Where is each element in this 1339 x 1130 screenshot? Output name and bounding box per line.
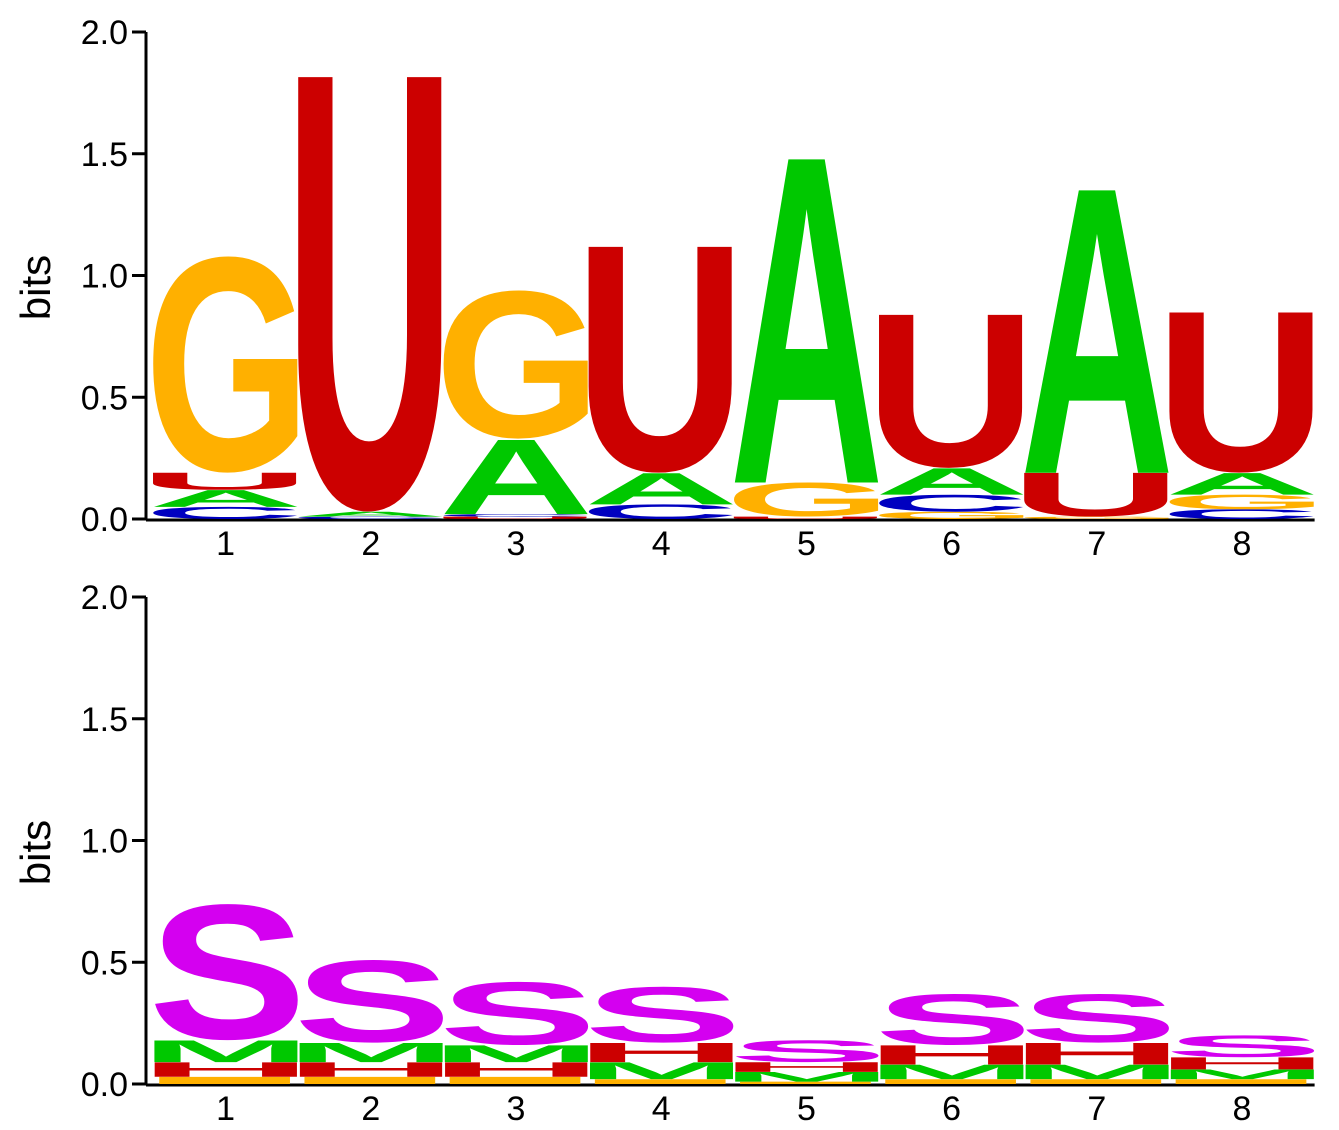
x-tick-label: 2 <box>361 1090 380 1128</box>
logo-letter-I: I <box>970 1078 1222 1086</box>
y-tick-label: 1.5 <box>81 136 128 174</box>
x-tick-label: 7 <box>1087 1090 1106 1128</box>
logo-letter-M: M <box>141 1034 311 1069</box>
logo-letter-C: C <box>435 513 594 517</box>
logo-letter-S: S <box>729 1034 888 1069</box>
logo-letter-G: G <box>725 473 891 527</box>
logo-letter-M: M <box>867 1060 1037 1083</box>
logo-letter-S: S <box>584 970 743 1059</box>
logo-letter-C: C <box>580 500 739 523</box>
logo-letter-I: I <box>389 1075 641 1087</box>
logo-letter-H: H <box>1010 1036 1185 1071</box>
logo-letter-A: A <box>875 460 1029 503</box>
logo-letter-A: A <box>294 510 448 518</box>
x-tick-label: 7 <box>1087 525 1106 563</box>
y-axis-title: bits <box>12 255 59 320</box>
logo-letter-H: H <box>138 1058 313 1081</box>
logo-letter-U: U <box>865 268 1037 512</box>
logo-letter-H: H <box>719 1059 894 1075</box>
logo-letter-M: M <box>576 1057 746 1084</box>
logo-letter-S: S <box>1019 980 1178 1057</box>
logo-letter-C: C <box>870 490 1029 517</box>
logo-letter-S: S <box>1165 1029 1324 1064</box>
logo-letter-H: H <box>429 1058 604 1081</box>
logo-letter-M: M <box>1157 1067 1327 1083</box>
logo-letter-M: M <box>1012 1060 1182 1083</box>
logo-letter-U: U <box>139 468 311 495</box>
logo-letter-U: U <box>720 516 892 520</box>
x-tick-label: 6 <box>942 1090 961 1128</box>
logo-letter-H: H <box>1155 1054 1330 1073</box>
y-tick-label: 0.0 <box>81 1066 128 1104</box>
logo-letter-A: A <box>584 463 738 514</box>
x-tick-label: 8 <box>1233 525 1252 563</box>
logo-letter-A: A <box>149 485 303 512</box>
x-tick-label: 3 <box>507 525 526 563</box>
y-axis-title: bits <box>12 820 59 885</box>
logo-letter-U: U <box>284 0 456 638</box>
y-tick-label: 0.5 <box>81 379 128 417</box>
x-tick-label: 1 <box>216 1090 235 1128</box>
logo-letter-I: I <box>825 1078 1077 1086</box>
logo-letter-A: A <box>439 417 593 537</box>
logo-letter-A: A <box>730 59 884 583</box>
logo-letter-C: C <box>1161 507 1320 522</box>
logo-letter-U: U <box>574 178 746 539</box>
logo-letter-A: A <box>1165 467 1319 502</box>
logo-letter-A: A <box>1020 103 1174 561</box>
logo-letter-I: I <box>679 1081 931 1085</box>
logo-letter-G: G <box>1016 516 1182 520</box>
logo-letter-G: G <box>870 510 1036 522</box>
logo-letter-I: I <box>1115 1078 1339 1086</box>
x-tick-label: 4 <box>652 525 671 563</box>
logo-letter-U: U <box>429 516 601 520</box>
y-tick-label: 2.0 <box>81 14 128 52</box>
y-tick-label: 0.0 <box>81 501 128 539</box>
y-tick-label: 1.5 <box>81 701 128 739</box>
logo-letter-H: H <box>864 1039 1039 1070</box>
x-tick-label: 8 <box>1233 1090 1252 1128</box>
x-tick-label: 3 <box>507 1090 526 1128</box>
y-tick-label: 0.5 <box>81 944 128 982</box>
logo-letter-S: S <box>293 936 452 1067</box>
x-tick-label: 5 <box>797 1090 816 1128</box>
logo-letter-G: G <box>144 194 310 535</box>
logo-letter-H: H <box>284 1058 459 1081</box>
logo-letter-S: S <box>874 980 1033 1060</box>
logo-letter-C: C <box>144 503 303 522</box>
logo-letter-G: G <box>1161 491 1327 514</box>
logo-letter-I: I <box>99 1075 351 1087</box>
logo-letter-M: M <box>722 1069 892 1085</box>
x-tick-label: 1 <box>216 525 235 563</box>
logo-letter-H: H <box>574 1037 749 1068</box>
y-tick-label: 2.0 <box>81 579 128 617</box>
logo-letter-U: U <box>1155 262 1327 519</box>
logo-letter-C: C <box>289 516 448 520</box>
x-tick-label: 6 <box>942 525 961 563</box>
logo-letter-S: S <box>439 964 598 1064</box>
logo-letter-M: M <box>286 1037 456 1068</box>
logo-letter-G: G <box>435 248 601 482</box>
logo-letter-U: U <box>1010 459 1182 529</box>
logo-letter-I: I <box>534 1078 786 1086</box>
logo-letter-M: M <box>431 1040 601 1067</box>
x-tick-label: 4 <box>652 1090 671 1128</box>
x-tick-label: 5 <box>797 525 816 563</box>
y-tick-label: 1.0 <box>81 258 128 296</box>
y-tick-label: 1.0 <box>81 823 128 861</box>
logo-letter-S: S <box>148 864 307 1079</box>
logo-letter-I: I <box>244 1075 496 1087</box>
x-tick-label: 2 <box>361 525 380 563</box>
